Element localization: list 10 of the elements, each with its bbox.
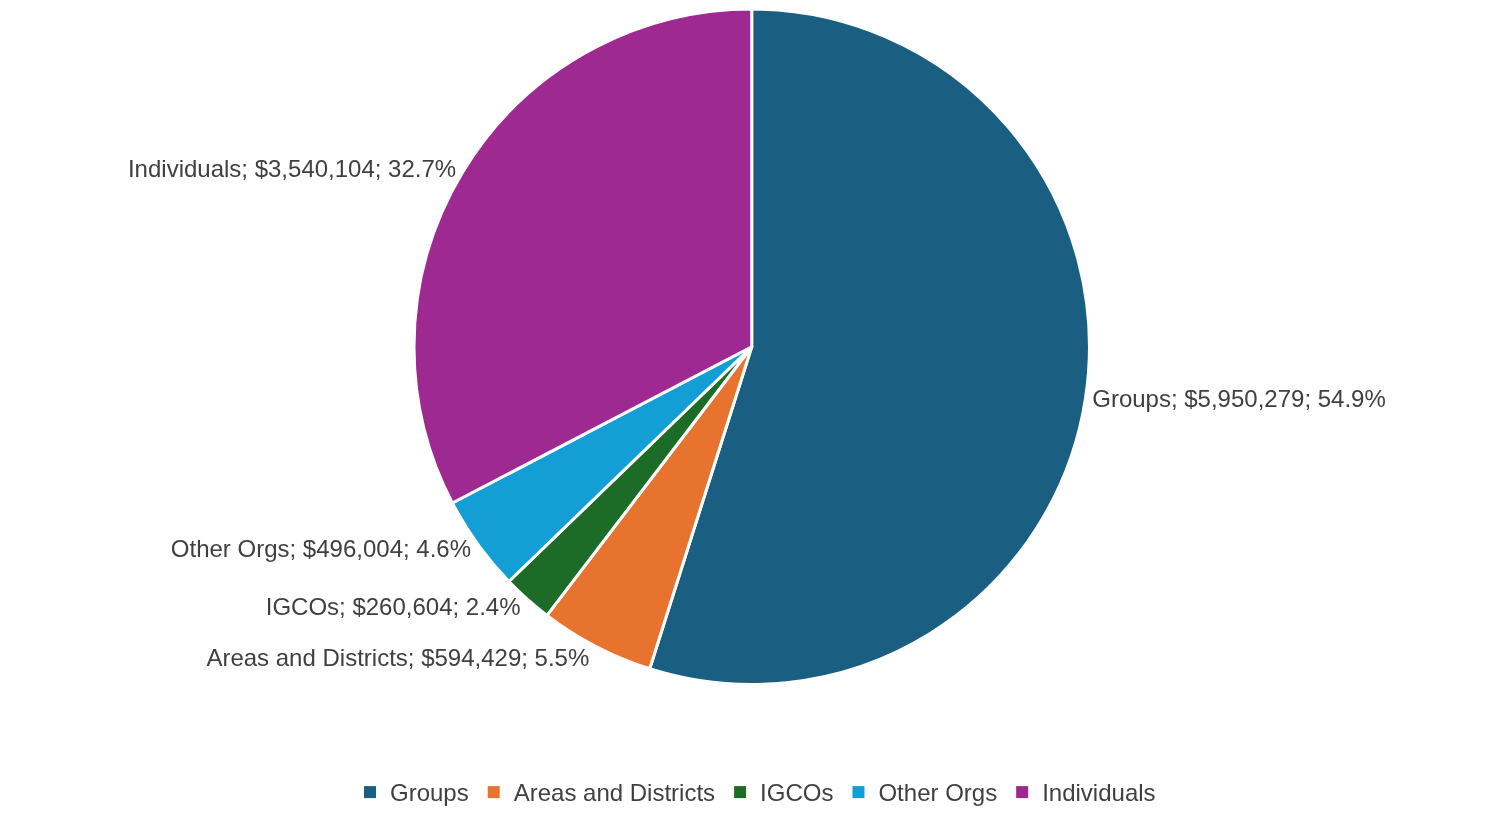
legend-label: Groups — [390, 779, 469, 807]
legend-label: Areas and Districts — [513, 779, 716, 807]
data-label: Individuals; $3,540,104; 32.7% — [127, 154, 457, 182]
data-label: Other Orgs; $496,004; 4.6% — [170, 535, 472, 563]
data-label: Groups; $5,950,279; 54.9% — [1092, 385, 1386, 413]
data-label: IGCOs; $260,604; 2.4% — [265, 593, 521, 621]
legend-label: Individuals — [1042, 779, 1156, 807]
data-label: Areas and Districts; $594,429; 5.5% — [206, 643, 590, 671]
legend-label: Other Orgs — [878, 779, 998, 807]
legend-label: IGCOs — [760, 779, 834, 807]
